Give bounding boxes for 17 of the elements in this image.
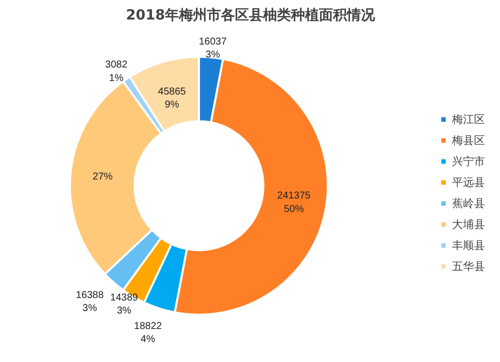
data-label: 16388 3% — [76, 290, 104, 314]
legend-label: 大埔县 — [452, 216, 485, 232]
legend-label: 平远县 — [452, 174, 485, 190]
data-label: 3082 1% — [105, 60, 128, 84]
legend-label: 兴宁市 — [452, 154, 485, 168]
legend-label: 五华县 — [452, 258, 485, 274]
data-label: 16037 3% — [198, 36, 228, 61]
data-label: 18822 4% — [134, 320, 162, 346]
data-label: 27% — [92, 172, 113, 183]
legend-label: 梅县区 — [452, 132, 485, 148]
data-label: 14389 3% — [110, 292, 138, 317]
chart-title: 2018年梅州市各区县柚类种植面积情况 — [126, 6, 376, 24]
legend-label: 梅江区 — [452, 112, 485, 126]
legend-label: 蕉岭县 — [452, 196, 485, 210]
legend-label: 丰顺县 — [452, 238, 485, 252]
data-label: 45865 9% — [158, 86, 186, 111]
data-label: 241375 50% — [277, 190, 312, 215]
